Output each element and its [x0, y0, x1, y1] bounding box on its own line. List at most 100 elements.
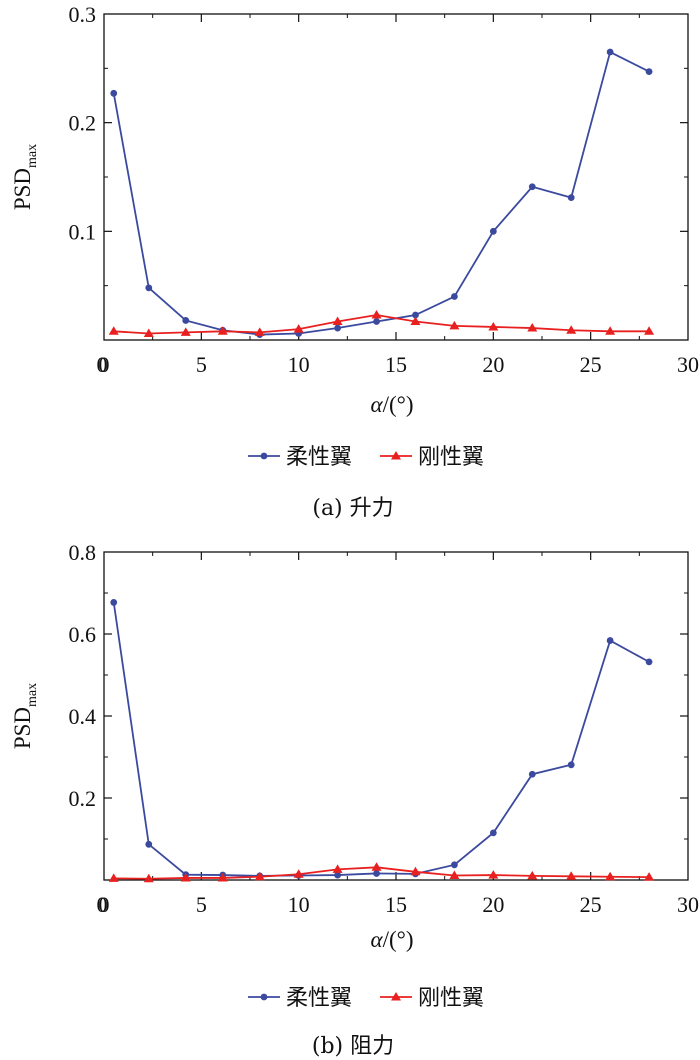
y-axis-label-main: PSD	[10, 707, 35, 749]
data-point-triangle	[371, 310, 382, 319]
data-point-circle	[645, 658, 653, 666]
data-point-triangle	[644, 326, 655, 335]
data-point-circle	[489, 829, 497, 837]
legend-label: 柔性翼	[286, 445, 352, 470]
legend-label: 柔性翼	[286, 986, 352, 1011]
legend: 柔性翼 刚性翼	[248, 986, 484, 1011]
data-point-triangle	[180, 327, 191, 336]
x-tick-label: 5	[196, 892, 207, 917]
x-tick-label: 5	[196, 352, 207, 377]
x-tick-label: 15	[385, 352, 407, 377]
x-tick-label: 20	[482, 352, 504, 377]
y-tick-label: 0.3	[69, 2, 97, 27]
data-point-triangle	[108, 873, 119, 882]
y-tick-label: 0.4	[69, 704, 97, 729]
y-axis-label-main: PSD	[10, 168, 35, 210]
data-point-circle	[528, 770, 536, 778]
y-tick-label: 0.8	[69, 540, 97, 565]
data-point-circle	[567, 194, 575, 202]
legend-label: 刚性翼	[418, 445, 484, 470]
data-point-triangle	[605, 326, 616, 335]
y-tick-label: 0.2	[69, 111, 97, 136]
x-tick-label: 10	[288, 352, 310, 377]
y-axis-label-subscript: max	[25, 144, 40, 168]
series-line-0	[112, 602, 650, 877]
data-point-triangle	[566, 871, 577, 880]
y-tick-label: 0.1	[69, 219, 97, 244]
y-axis-label-subscript: max	[25, 683, 40, 707]
data-point-circle	[373, 318, 380, 325]
origin-label: 0	[97, 892, 108, 917]
legend-marker-circle	[260, 993, 268, 1001]
data-point-triangle	[143, 873, 154, 883]
x-tick-label: 15	[385, 892, 407, 917]
legend-marker-triangle	[391, 992, 401, 1001]
data-point-circle	[412, 311, 419, 319]
data-point-triangle	[644, 872, 655, 881]
data-point-triangle	[488, 321, 499, 331]
x-axis-label-unit: /(°)	[383, 392, 414, 417]
x-tick-label: 25	[580, 352, 602, 377]
data-point-triangle	[293, 324, 304, 333]
series-line-0	[112, 50, 650, 336]
x-axis-label-variable: α	[371, 927, 384, 952]
data-point-circle	[645, 68, 653, 75]
data-point-triangle	[449, 870, 460, 879]
data-point-circle	[145, 840, 153, 848]
data-point-circle	[528, 183, 536, 191]
data-point-circle	[334, 324, 341, 332]
data-point-circle	[145, 284, 153, 292]
origin-label: 0	[97, 352, 108, 377]
plot-frame	[103, 13, 689, 341]
data-point-triangle	[108, 326, 119, 335]
x-tick-label: 20	[482, 892, 504, 917]
legend-label: 刚性翼	[418, 986, 484, 1011]
data-point-triangle	[488, 870, 499, 879]
x-tick-label: 30	[677, 892, 699, 917]
data-point-triangle	[254, 327, 265, 336]
data-point-triangle	[605, 871, 616, 881]
data-point-triangle	[371, 862, 382, 871]
data-point-circle	[451, 861, 458, 869]
data-point-circle	[606, 637, 614, 644]
x-axis-label: α/(°)	[371, 392, 414, 417]
data-point-triangle	[410, 866, 421, 876]
chart-panel-b: 0 5 10 15 20 25 300.20.40.60.80PSDmaxα/(°)柔性翼刚…	[10, 540, 699, 1059]
figure-caption: (b) 阻力	[312, 1034, 394, 1059]
data-point-triangle	[254, 871, 265, 881]
data-point-triangle	[527, 323, 538, 332]
figure-caption: (a) 升力	[312, 496, 393, 521]
x-tick-label: 10	[288, 892, 310, 917]
data-point-circle	[334, 871, 341, 879]
legend-marker-circle	[260, 452, 268, 460]
data-point-triangle	[566, 325, 577, 334]
x-axis-label-unit: /(°)	[383, 927, 414, 952]
y-tick-label: 0.6	[69, 622, 97, 647]
x-tick-label: 0	[99, 352, 110, 377]
x-axis-label-variable: α	[371, 392, 384, 417]
y-tick-label: 0.2	[69, 786, 97, 811]
x-tick-label: 0	[99, 892, 110, 917]
data-point-triangle	[143, 328, 154, 337]
data-point-circle	[489, 227, 497, 235]
y-axis-label: PSDmax	[10, 683, 40, 749]
x-tick-label: 25	[580, 892, 602, 917]
data-point-triangle	[332, 316, 343, 326]
data-point-triangle	[332, 864, 343, 873]
data-point-triangle	[217, 326, 228, 335]
data-point-triangle	[449, 320, 460, 330]
data-point-circle	[110, 599, 118, 606]
x-tick-label: 30	[677, 352, 699, 377]
y-axis-label: PSDmax	[10, 144, 40, 210]
x-axis-label: α/(°)	[371, 927, 414, 952]
data-point-circle	[451, 293, 458, 300]
data-point-triangle	[293, 869, 304, 878]
data-point-triangle	[180, 872, 191, 882]
data-point-triangle	[527, 870, 538, 880]
data-point-triangle	[410, 316, 421, 326]
legend-marker-triangle	[391, 451, 401, 460]
data-point-triangle	[217, 872, 228, 882]
data-point-circle	[182, 317, 190, 324]
